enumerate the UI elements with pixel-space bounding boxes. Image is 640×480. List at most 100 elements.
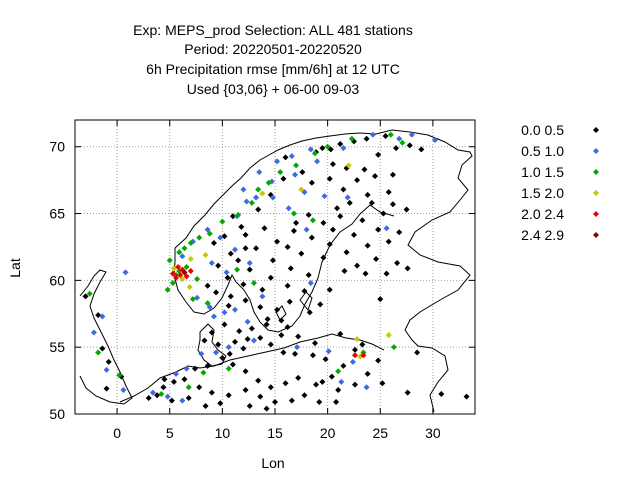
legend-label: 0.0 0.5 <box>521 122 564 138</box>
station-point-series-2 <box>290 210 297 217</box>
station-point-series-2 <box>196 234 203 241</box>
station-point-series-0 <box>320 219 327 226</box>
station-point-series-0 <box>274 306 281 313</box>
station-point-series-2 <box>86 290 93 297</box>
station-point-series-1 <box>314 158 321 165</box>
station-point-series-0 <box>261 225 268 232</box>
station-point-series-0 <box>359 217 366 224</box>
y-tick-label: 65 <box>49 206 65 222</box>
station-point-series-1 <box>122 269 129 276</box>
station-point-series-2 <box>399 139 406 146</box>
y-axis: 50 55 60 65 70 <box>49 139 475 422</box>
station-point-series-0 <box>313 381 320 388</box>
station-point-series-2 <box>335 368 342 375</box>
station-point-series-0 <box>333 398 340 405</box>
station-point-series-0 <box>298 250 305 257</box>
station-point-series-0 <box>312 340 318 347</box>
legend-marker <box>593 211 599 217</box>
station-point-series-1 <box>344 194 351 201</box>
station-point-series-1 <box>221 309 228 316</box>
station-point-series-0 <box>364 191 371 198</box>
station-point-series-2 <box>95 349 102 356</box>
y-axis-label: Lat <box>7 258 23 278</box>
station-point-series-0 <box>393 145 400 152</box>
station-point-series-1 <box>274 158 281 165</box>
station-point-series-0 <box>340 362 347 369</box>
station-point-series-3 <box>202 251 209 258</box>
station-point-series-0 <box>181 376 188 383</box>
points-layer <box>82 131 470 412</box>
station-point-series-0 <box>385 238 392 245</box>
station-point-series-2 <box>158 390 165 397</box>
station-point-series-4 <box>175 264 182 270</box>
station-point-series-0 <box>227 250 234 257</box>
title-line-4: Used {03,06} + 06-00 09-03 <box>187 81 360 97</box>
legend-label: 1.5 2.0 <box>521 185 564 201</box>
station-point-series-2 <box>206 230 213 237</box>
station-point-series-3 <box>186 284 193 291</box>
station-point-series-0 <box>379 380 386 387</box>
station-point-series-1 <box>307 146 314 153</box>
station-point-series-3 <box>354 336 361 343</box>
station-point-series-0 <box>201 337 208 344</box>
station-point-series-1 <box>179 397 186 404</box>
station-point-series-0 <box>301 288 308 295</box>
coastline-map <box>79 129 473 413</box>
chart-title: Exp: MEPS_prod Selection: ALL 481 statio… <box>133 22 413 97</box>
station-point-series-0 <box>329 161 336 168</box>
station-point-series-0 <box>363 135 370 142</box>
station-point-series-2 <box>309 217 316 224</box>
station-point-series-0 <box>215 262 222 269</box>
station-point-series-0 <box>272 398 278 405</box>
y-tick-label: 50 <box>49 406 65 422</box>
station-point-series-0 <box>242 368 249 375</box>
station-point-series-0 <box>208 389 215 396</box>
station-point-series-1 <box>232 246 238 253</box>
station-point-series-0 <box>346 199 353 206</box>
station-point-series-4 <box>173 274 180 281</box>
x-tick-label: 20 <box>320 425 336 441</box>
station-point-series-0 <box>269 257 276 264</box>
x-tick-label: 25 <box>372 425 388 441</box>
station-point-series-2 <box>164 286 171 293</box>
station-point-series-0 <box>242 231 249 238</box>
station-point-series-0 <box>246 266 253 273</box>
station-point-series-0 <box>236 328 243 335</box>
station-point-series-3 <box>345 162 352 169</box>
station-point-series-0 <box>414 349 421 356</box>
station-point-series-0 <box>305 211 312 218</box>
station-point-series-0 <box>350 231 357 238</box>
station-point-series-0 <box>308 234 315 241</box>
station-point-series-4 <box>183 273 190 280</box>
station-point-series-0 <box>170 378 177 385</box>
station-point-series-1 <box>303 226 310 233</box>
station-point-series-0 <box>257 304 264 311</box>
y-tick-label: 70 <box>49 139 65 155</box>
station-point-series-0 <box>362 270 369 277</box>
station-point-series-0 <box>337 330 344 337</box>
station-point-series-0 <box>319 378 326 385</box>
station-point-series-0 <box>326 241 333 248</box>
station-point-series-1 <box>90 329 97 336</box>
station-point-series-0 <box>343 249 350 256</box>
station-point-series-1 <box>383 225 390 232</box>
station-point-series-0 <box>319 145 326 152</box>
station-point-series-2 <box>248 199 255 206</box>
station-point-series-0 <box>292 350 298 357</box>
station-point-series-0 <box>161 376 168 383</box>
station-point-series-2 <box>116 372 123 379</box>
station-point-series-0 <box>335 386 342 393</box>
station-point-series-0 <box>280 175 287 182</box>
station-point-series-0 <box>404 265 411 272</box>
denmark-coast <box>197 323 227 367</box>
station-point-series-0 <box>267 274 274 281</box>
station-point-series-2 <box>387 131 394 138</box>
station-point-series-0 <box>278 332 285 339</box>
station-point-series-2 <box>194 276 201 283</box>
station-point-series-0 <box>242 245 249 252</box>
legend-marker <box>593 232 599 238</box>
station-point-series-1 <box>223 269 230 276</box>
legend-marker <box>593 190 599 196</box>
station-point-series-0 <box>168 397 175 404</box>
legend-marker <box>593 169 599 175</box>
